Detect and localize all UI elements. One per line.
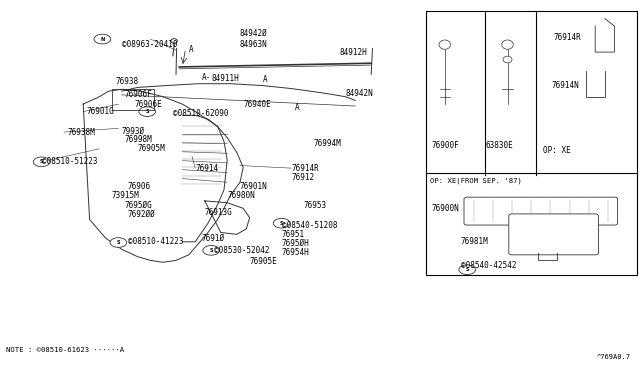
Text: ©08510-62090: ©08510-62090 bbox=[173, 109, 228, 118]
Bar bbox=[426, 11, 637, 175]
Text: N: N bbox=[100, 36, 104, 42]
Text: 76980N: 76980N bbox=[227, 191, 255, 200]
Circle shape bbox=[94, 34, 111, 44]
Text: 76951: 76951 bbox=[282, 230, 305, 239]
Text: 7691Ø: 7691Ø bbox=[202, 234, 225, 243]
Text: 76912: 76912 bbox=[291, 173, 314, 182]
Text: 76901G: 76901G bbox=[86, 107, 114, 116]
Text: 76906F: 76906F bbox=[125, 90, 152, 99]
Text: S: S bbox=[145, 109, 149, 114]
Text: 84942Ø: 84942Ø bbox=[240, 29, 268, 38]
Text: 76954H: 76954H bbox=[282, 248, 309, 257]
Ellipse shape bbox=[439, 40, 451, 49]
Text: 76938: 76938 bbox=[115, 77, 138, 86]
Text: ©08510-41223: ©08510-41223 bbox=[128, 237, 184, 246]
Text: ©08530-52042: ©08530-52042 bbox=[214, 246, 270, 255]
Bar bbox=[426, 173, 637, 275]
Text: ©08540-42542: ©08540-42542 bbox=[461, 262, 516, 270]
Text: 76994M: 76994M bbox=[314, 139, 341, 148]
Ellipse shape bbox=[171, 39, 177, 43]
Text: A: A bbox=[294, 103, 299, 112]
Text: 76981M: 76981M bbox=[461, 237, 488, 246]
FancyBboxPatch shape bbox=[464, 197, 618, 225]
Ellipse shape bbox=[502, 40, 513, 49]
Text: 76914N: 76914N bbox=[552, 81, 579, 90]
Text: 76938M: 76938M bbox=[67, 128, 95, 137]
FancyBboxPatch shape bbox=[509, 214, 598, 255]
Text: 76953: 76953 bbox=[304, 201, 327, 210]
Text: OP: XE: OP: XE bbox=[543, 146, 570, 155]
Circle shape bbox=[33, 157, 50, 167]
Text: 7993Ø: 7993Ø bbox=[122, 126, 145, 135]
Text: 63830E: 63830E bbox=[485, 141, 513, 150]
Text: 76914R: 76914R bbox=[554, 33, 581, 42]
Text: 76914R: 76914R bbox=[291, 164, 319, 173]
Circle shape bbox=[273, 218, 290, 228]
Text: 84963N: 84963N bbox=[240, 40, 268, 49]
Text: 76900F: 76900F bbox=[432, 141, 460, 150]
Text: 76905M: 76905M bbox=[138, 144, 165, 153]
Text: 7692ØØ: 7692ØØ bbox=[128, 210, 156, 219]
Text: 7695ØG: 7695ØG bbox=[125, 201, 152, 210]
Text: 76998M: 76998M bbox=[125, 135, 152, 144]
Circle shape bbox=[110, 238, 127, 247]
Text: A: A bbox=[189, 45, 193, 54]
Text: 7695ØH: 7695ØH bbox=[282, 238, 309, 247]
Text: ©08963-20410: ©08963-20410 bbox=[122, 40, 177, 49]
Text: 76901N: 76901N bbox=[240, 182, 268, 191]
Text: S: S bbox=[209, 248, 213, 253]
Circle shape bbox=[139, 107, 156, 116]
Text: 76900N: 76900N bbox=[432, 204, 460, 213]
Text: ©08540-51208: ©08540-51208 bbox=[282, 221, 337, 230]
Text: 76905E: 76905E bbox=[250, 257, 277, 266]
Text: ©08510-51223: ©08510-51223 bbox=[42, 157, 97, 166]
Text: 76940E: 76940E bbox=[243, 100, 271, 109]
Text: S: S bbox=[40, 159, 44, 164]
Text: NOTE : ©08510-61623 ······A: NOTE : ©08510-61623 ······A bbox=[6, 347, 125, 353]
Circle shape bbox=[459, 265, 476, 275]
Text: ^769A0.7: ^769A0.7 bbox=[596, 354, 630, 360]
Text: A: A bbox=[262, 76, 267, 84]
Text: OP: XE(FROM SEP. '87): OP: XE(FROM SEP. '87) bbox=[430, 177, 522, 184]
Text: S: S bbox=[116, 240, 120, 245]
Bar bbox=[112, 89, 154, 110]
Text: 84911H: 84911H bbox=[211, 74, 239, 83]
Text: 76914: 76914 bbox=[195, 164, 218, 173]
Text: 73915M: 73915M bbox=[112, 191, 140, 200]
Text: 76906: 76906 bbox=[128, 182, 151, 190]
Circle shape bbox=[203, 246, 220, 255]
Text: 76913G: 76913G bbox=[205, 208, 232, 217]
Ellipse shape bbox=[503, 56, 512, 63]
Text: A-: A- bbox=[202, 73, 211, 82]
Text: 76906E: 76906E bbox=[134, 100, 162, 109]
Text: S: S bbox=[280, 221, 284, 226]
Text: S: S bbox=[465, 267, 469, 272]
Text: 84942N: 84942N bbox=[346, 89, 373, 97]
Text: 84912H: 84912H bbox=[339, 48, 367, 57]
